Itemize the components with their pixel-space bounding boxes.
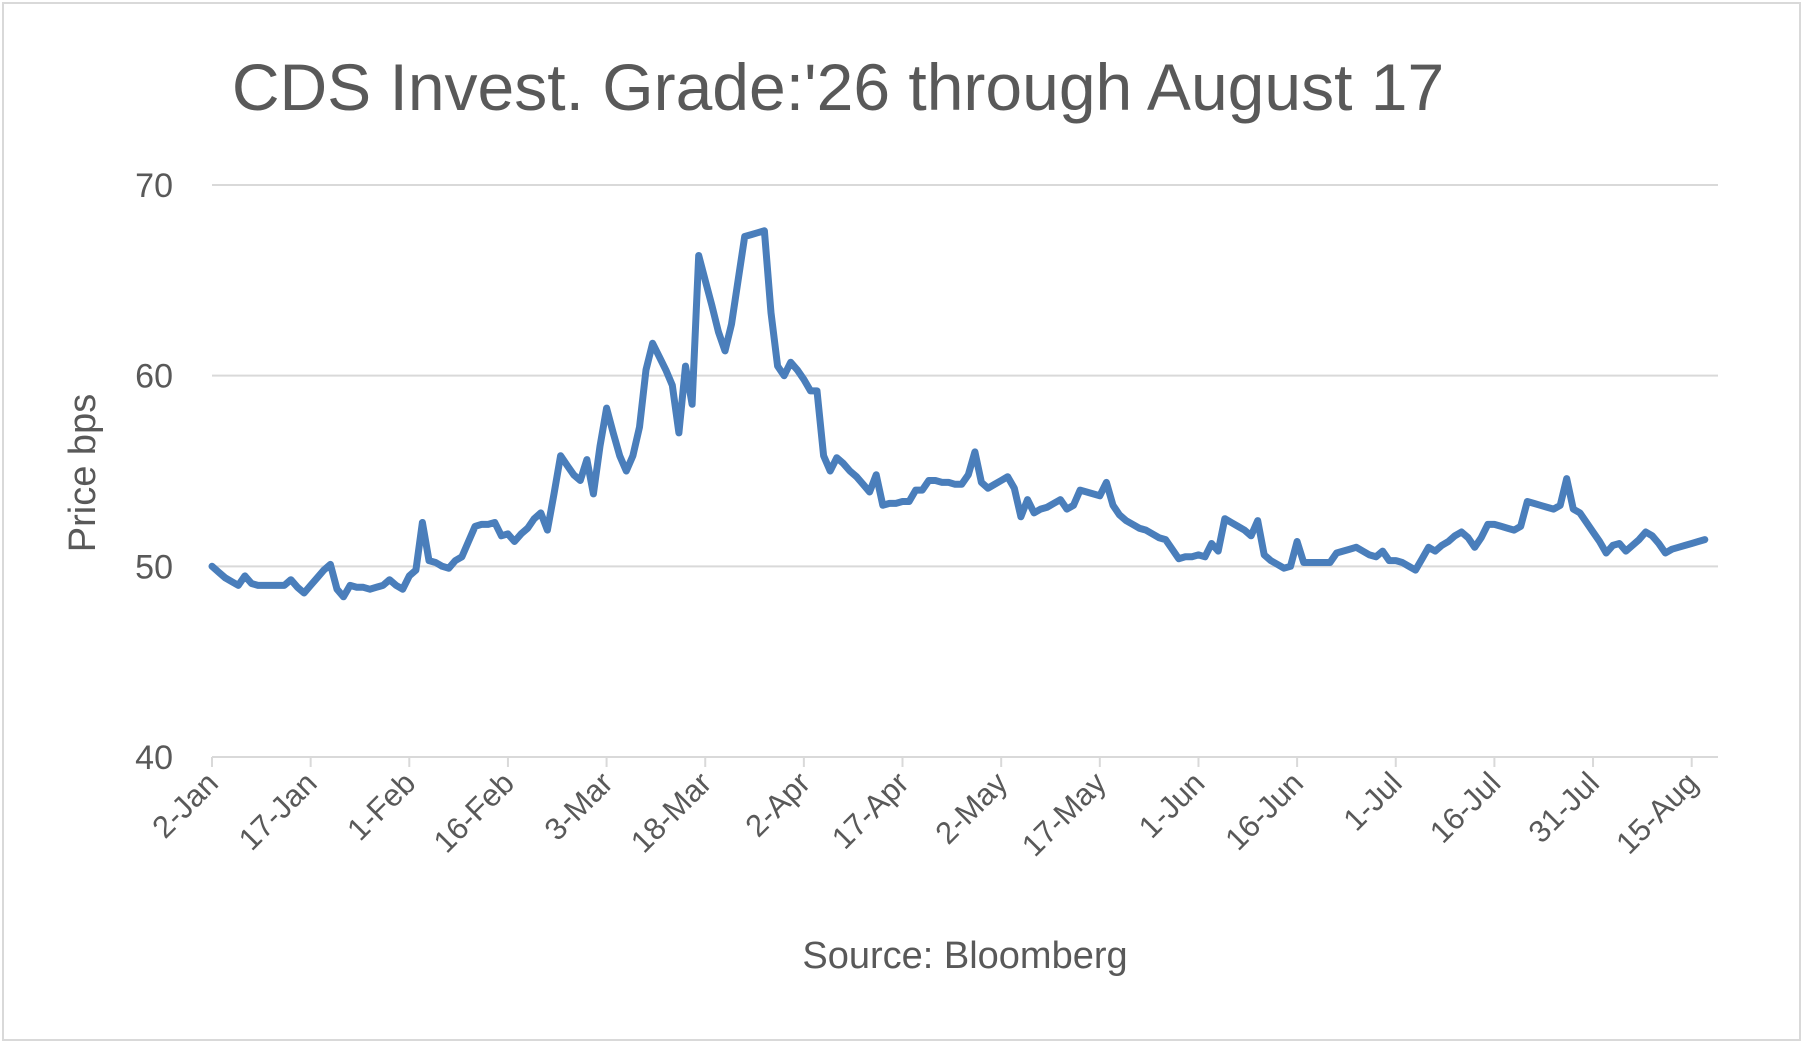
x-tick-label: 15-Aug <box>1609 765 1704 860</box>
x-tick-label: 17-Apr <box>825 765 916 856</box>
chart-title: CDS Invest. Grade:'26 through August 17 <box>232 50 1444 124</box>
x-tick-label: 2-May <box>928 765 1014 851</box>
x-tick-label: 18-Mar <box>624 765 718 859</box>
x-tick-label: 17-Jan <box>232 765 324 857</box>
y-axis-label: Price bps <box>62 394 104 552</box>
x-tick-label: 16-Jul <box>1423 765 1507 849</box>
series-layer <box>208 227 1709 601</box>
y-tick-label: 40 <box>135 739 173 777</box>
x-tick-label: 16-Jun <box>1218 765 1310 857</box>
x-tick-label: 3-Mar <box>538 765 620 847</box>
x-axis-label: Source: Bloomberg <box>802 935 1127 977</box>
series-line <box>208 227 1709 601</box>
x-tick-label: 31-Jul <box>1522 765 1606 849</box>
gridlines <box>212 184 1718 568</box>
x-tick-labels: 2-Jan 17-Jan 1-Feb 16-Feb 3-Mar 18-Mar 2-Apr 17… <box>145 765 1704 863</box>
x-tick-label: 1-Feb <box>340 765 422 847</box>
y-tick-label: 70 <box>135 167 173 205</box>
y-tick-label: 60 <box>135 358 173 396</box>
y-tick-label: 50 <box>135 548 173 586</box>
y-axis: 40 50 60 70 <box>135 167 173 777</box>
x-tick-label: 1-Jun <box>1132 765 1212 845</box>
x-tick-label: 1-Jul <box>1336 765 1408 837</box>
x-axis <box>211 756 1718 767</box>
x-tick-label: 2-Apr <box>738 765 816 843</box>
x-tick-label: 16-Feb <box>427 765 521 859</box>
x-tick-label: 17-May <box>1015 765 1113 863</box>
x-tick-label: 2-Jan <box>145 765 225 845</box>
